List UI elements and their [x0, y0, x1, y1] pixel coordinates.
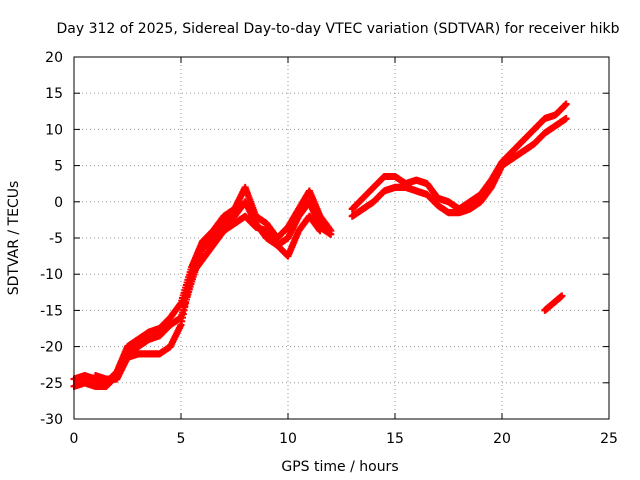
y-tick-label: -25 — [40, 376, 63, 392]
y-tick-label: -15 — [40, 303, 63, 319]
x-tick-label: 15 — [386, 431, 404, 447]
x-tick-label: 20 — [493, 431, 511, 447]
y-tick-label: 0 — [54, 195, 63, 211]
y-tick-label: -10 — [40, 267, 63, 283]
chart-title: Day 312 of 2025, Sidereal Day-to-day VTE… — [57, 21, 620, 37]
y-tick-label: -30 — [40, 412, 63, 428]
data-point-track-e — [562, 115, 570, 123]
y-tick-label: 20 — [45, 50, 63, 66]
data-points — [70, 100, 570, 390]
x-axis-label: GPS time / hours — [281, 459, 398, 475]
y-tick-label: 5 — [54, 159, 63, 175]
data-point-track-d — [562, 100, 570, 108]
x-tick-label: 25 — [600, 431, 618, 447]
y-tick-label: -20 — [40, 340, 63, 356]
y-tick-label: -5 — [49, 231, 63, 247]
x-tick-label: 0 — [70, 431, 79, 447]
x-tick-label: 10 — [279, 431, 297, 447]
data-point-track-c — [316, 227, 324, 235]
y-axis-label: SDTVAR / TECUs — [6, 181, 22, 296]
data-point-track-f — [558, 292, 566, 300]
plot-frame — [73, 56, 610, 420]
y-tick-label: 15 — [45, 86, 63, 102]
y-tick-label: 10 — [45, 122, 63, 138]
x-tick-label: 5 — [177, 431, 186, 447]
data-point-track-b — [327, 230, 335, 238]
